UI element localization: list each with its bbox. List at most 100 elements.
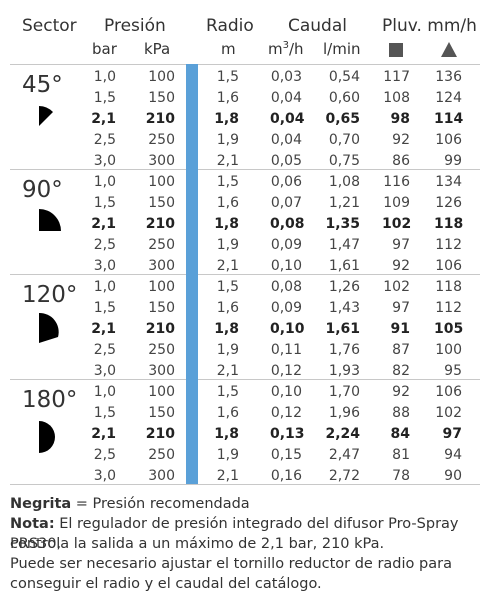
subheader-m3h-base: m xyxy=(268,40,283,58)
table-row: 2,5 250 1,9 0,04 0,70 92 106 xyxy=(0,130,489,151)
cell-m3h: 0,04 xyxy=(270,90,302,106)
cell-radio: 1,8 xyxy=(214,216,239,232)
table-row: 1,0 100 1,5 0,10 1,70 92 106 xyxy=(0,382,489,403)
cell-bar: 1,5 xyxy=(93,405,116,421)
cell-lmin: 1,70 xyxy=(328,384,360,400)
note-nota-line-1: Nota: El regulador de presión integrado … xyxy=(10,514,489,554)
cell-bar: 2,5 xyxy=(93,447,116,463)
cell-radio: 2,1 xyxy=(216,258,239,274)
cell-kpa: 100 xyxy=(148,174,175,190)
cell-pluv-square: 117 xyxy=(383,69,410,85)
subheader-m3h-exp: 3 xyxy=(282,40,289,51)
cell-m3h: 0,04 xyxy=(270,132,302,148)
cell-lmin: 0,54 xyxy=(328,69,360,85)
cell-pluv-square: 92 xyxy=(392,258,410,274)
cell-radio: 1,6 xyxy=(216,90,239,106)
header-sector: Sector xyxy=(22,16,77,36)
cell-pluv-square: 82 xyxy=(392,363,410,379)
cell-m3h: 0,08 xyxy=(270,279,302,295)
cell-kpa: 210 xyxy=(145,111,175,127)
note-nota-line-2: controla la salida a un máximo de 2,1 ba… xyxy=(10,536,385,552)
subheader-bar: bar xyxy=(92,40,117,58)
cell-kpa: 100 xyxy=(148,279,175,295)
header-pluviometria: Pluv. mm/h xyxy=(382,16,477,36)
cell-bar: 1,0 xyxy=(93,174,116,190)
cell-lmin: 1,26 xyxy=(328,279,360,295)
nota-label: Nota: xyxy=(10,516,55,532)
cell-pluv-triangle: 112 xyxy=(435,300,462,316)
cell-bar: 3,0 xyxy=(93,258,116,274)
cell-kpa: 100 xyxy=(148,384,175,400)
cell-pluv-triangle: 118 xyxy=(434,216,464,232)
header-radio: Radio xyxy=(206,16,254,36)
cell-pluv-triangle: 136 xyxy=(435,69,462,85)
negrita-text: = Presión recomendada xyxy=(71,496,250,512)
table-row: 3,0 300 2,1 0,12 1,93 82 95 xyxy=(0,361,489,382)
cell-kpa: 250 xyxy=(148,132,175,148)
table-row: 1,5 150 1,6 0,04 0,60 108 124 xyxy=(0,88,489,109)
cell-radio: 1,8 xyxy=(214,321,239,337)
cell-radio: 1,8 xyxy=(214,111,239,127)
cell-m3h: 0,09 xyxy=(270,237,302,253)
cell-bar: 1,0 xyxy=(93,279,116,295)
cell-lmin: 1,61 xyxy=(325,321,360,337)
sector-label-180: 180° xyxy=(22,387,78,413)
table-separator xyxy=(10,64,480,65)
cell-pluv-square: 108 xyxy=(383,90,410,106)
cell-pluv-square: 84 xyxy=(390,426,410,442)
cell-kpa: 210 xyxy=(145,426,175,442)
cell-radio: 1,5 xyxy=(216,69,239,85)
sector-label-45: 45° xyxy=(22,72,63,98)
cell-radio: 1,8 xyxy=(214,426,239,442)
cell-pluv-triangle: 90 xyxy=(444,468,462,484)
cell-lmin: 1,61 xyxy=(328,258,360,274)
cell-bar: 3,0 xyxy=(93,468,116,484)
cell-pluv-triangle: 105 xyxy=(434,321,464,337)
cell-radio: 1,9 xyxy=(216,132,239,148)
sector-90-icon xyxy=(39,209,61,231)
cell-pluv-square: 98 xyxy=(390,111,410,127)
sector-45-icon xyxy=(39,106,53,126)
cell-pluv-square: 92 xyxy=(392,384,410,400)
cell-lmin: 1,35 xyxy=(325,216,360,232)
subheader-kpa: kPa xyxy=(144,40,171,58)
cell-kpa: 100 xyxy=(148,69,175,85)
table-separator xyxy=(10,484,480,485)
table-row: 1,5 150 1,6 0,09 1,43 97 112 xyxy=(0,298,489,319)
subheader-m3h-tail: /h xyxy=(289,40,304,58)
cell-bar: 2,5 xyxy=(93,237,116,253)
cell-pluv-triangle: 106 xyxy=(435,384,462,400)
cell-m3h: 0,12 xyxy=(270,405,302,421)
cell-radio: 1,9 xyxy=(216,237,239,253)
cell-lmin: 0,75 xyxy=(328,153,360,169)
cell-m3h: 0,16 xyxy=(270,468,302,484)
cell-radio: 1,5 xyxy=(216,384,239,400)
cell-pluv-triangle: 94 xyxy=(444,447,462,463)
cell-pluv-square: 78 xyxy=(392,468,410,484)
table-separator xyxy=(10,274,480,275)
cell-kpa: 150 xyxy=(148,405,175,421)
cell-lmin: 1,21 xyxy=(328,195,360,211)
subheader-m: m xyxy=(221,40,236,58)
cell-kpa: 210 xyxy=(145,321,175,337)
cell-m3h: 0,12 xyxy=(270,363,302,379)
cell-radio: 2,1 xyxy=(216,468,239,484)
cell-pluv-square: 97 xyxy=(392,237,410,253)
cell-m3h: 0,11 xyxy=(270,342,302,358)
table-row: 3,0 300 2,1 0,05 0,75 86 99 xyxy=(0,151,489,172)
cell-pluv-triangle: 99 xyxy=(444,153,462,169)
header-presion: Presión xyxy=(104,16,166,36)
cell-pluv-square: 91 xyxy=(390,321,410,337)
cell-kpa: 250 xyxy=(148,447,175,463)
cell-lmin: 0,70 xyxy=(328,132,360,148)
subheader-lmin: l/min xyxy=(323,40,361,58)
table-row: 2,1 210 1,8 0,04 0,65 98 114 xyxy=(0,109,489,130)
cell-m3h: 0,10 xyxy=(270,258,302,274)
cell-pluv-triangle: 124 xyxy=(435,90,462,106)
cell-m3h: 0,04 xyxy=(270,111,305,127)
cell-lmin: 2,47 xyxy=(328,447,360,463)
cell-kpa: 250 xyxy=(148,237,175,253)
header-caudal: Caudal xyxy=(288,16,347,36)
table-row: 1,0 100 1,5 0,06 1,08 116 134 xyxy=(0,172,489,193)
accent-bar xyxy=(186,64,198,484)
